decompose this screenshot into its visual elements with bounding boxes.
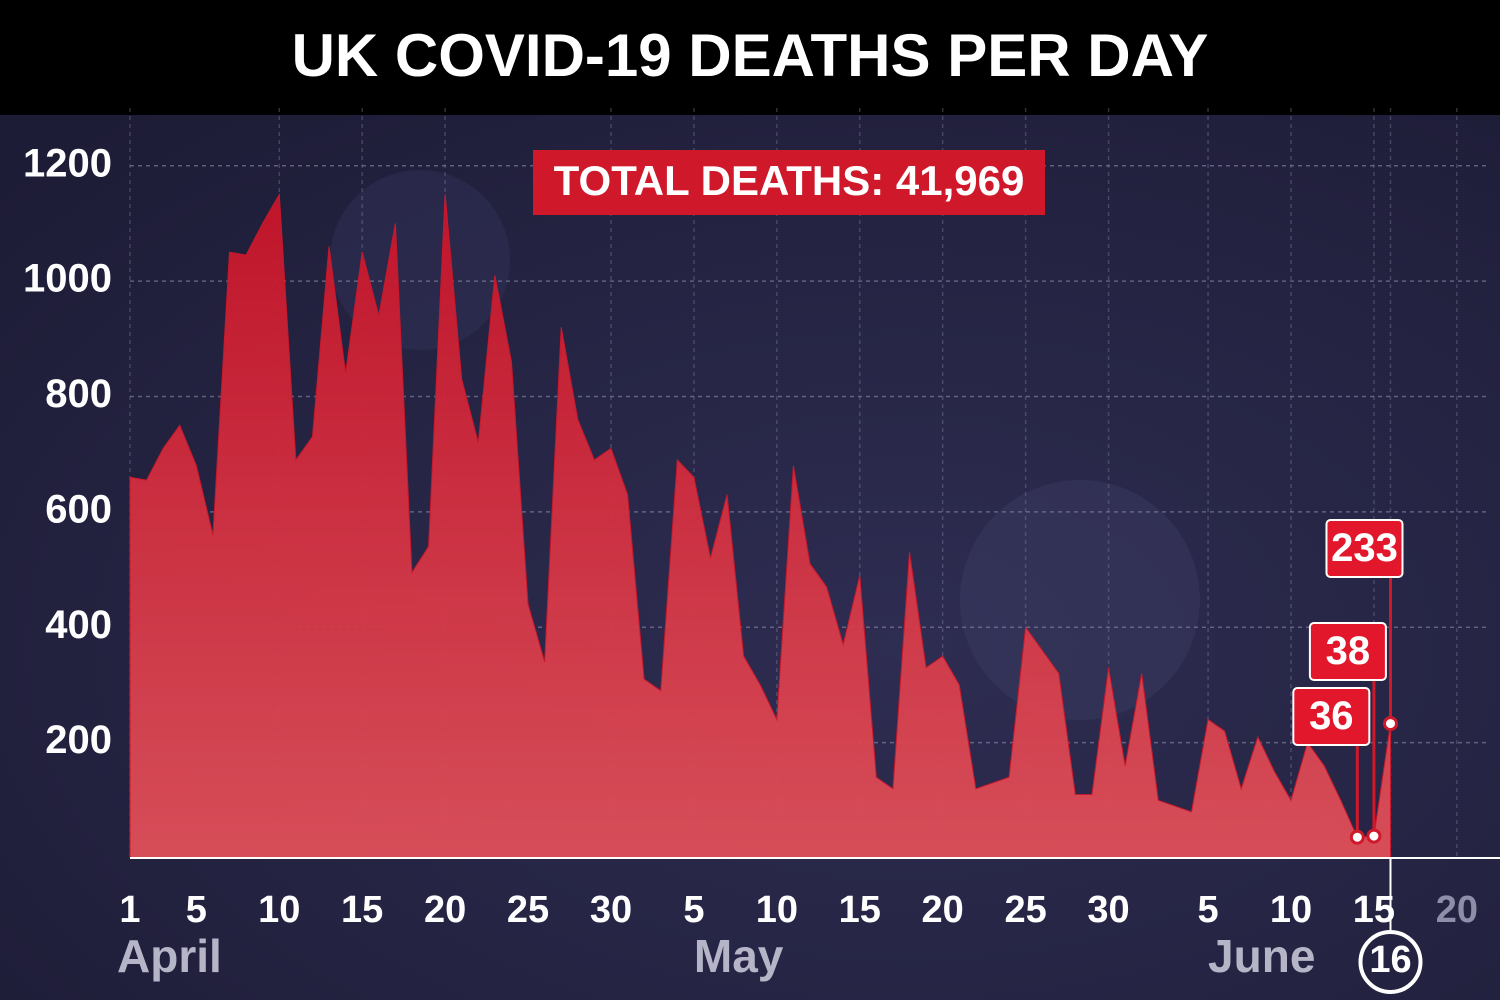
x-tick-label: 5 bbox=[683, 889, 704, 931]
x-tick-label: 25 bbox=[507, 889, 549, 931]
x-tick-label: 10 bbox=[1270, 889, 1312, 931]
y-tick-label: 400 bbox=[45, 603, 112, 647]
x-tick-label: 16 bbox=[1369, 939, 1411, 981]
x-tick-label: 30 bbox=[590, 889, 632, 931]
total-deaths: TOTAL DEATHS: 41,969 bbox=[554, 157, 1025, 204]
annotation-box bbox=[533, 150, 1045, 215]
data-label: 38 bbox=[1326, 629, 1371, 673]
x-tick-label: 30 bbox=[1087, 889, 1129, 931]
y-tick-label: 200 bbox=[45, 718, 112, 762]
data-label: 233 bbox=[1331, 526, 1398, 570]
x-tick-label: 20 bbox=[424, 889, 466, 931]
point bbox=[1366, 828, 1382, 844]
x-tick-label: 15 bbox=[341, 889, 383, 931]
x-tick-label: 1 bbox=[119, 889, 140, 931]
label-box bbox=[1292, 687, 1371, 746]
x-tick-label: 5 bbox=[1197, 889, 1218, 931]
y-tick-label: 1200 bbox=[23, 141, 112, 185]
y-tick-label: 600 bbox=[45, 487, 112, 531]
x-tick-label: 10 bbox=[258, 889, 300, 931]
chart-title: UK COVID-19 DEATHS PER DAY bbox=[292, 22, 1209, 89]
y-tick-label: 800 bbox=[45, 372, 112, 416]
month-label: April bbox=[117, 930, 222, 982]
point bbox=[1349, 829, 1365, 845]
x-tick-label: 10 bbox=[756, 889, 798, 931]
point bbox=[1382, 716, 1398, 732]
current-day-circle bbox=[1358, 930, 1423, 994]
x-tick-label: 20 bbox=[922, 889, 964, 931]
header bbox=[0, 0, 1500, 115]
month-label: June bbox=[1208, 930, 1315, 982]
x-tick-label: 20 bbox=[1436, 889, 1478, 931]
month-label: May bbox=[694, 930, 784, 982]
x-tick-label: 25 bbox=[1004, 889, 1046, 931]
x-tick-label: 15 bbox=[1353, 889, 1395, 931]
virus-decoration bbox=[960, 480, 1200, 720]
area bbox=[129, 192, 1391, 859]
x-tick-label: 15 bbox=[839, 889, 881, 931]
label-box bbox=[1308, 622, 1387, 681]
label-box bbox=[1325, 519, 1404, 578]
y-tick-label: 1000 bbox=[23, 257, 112, 301]
data-label: 36 bbox=[1309, 694, 1354, 738]
x-tick-label: 5 bbox=[186, 889, 207, 931]
